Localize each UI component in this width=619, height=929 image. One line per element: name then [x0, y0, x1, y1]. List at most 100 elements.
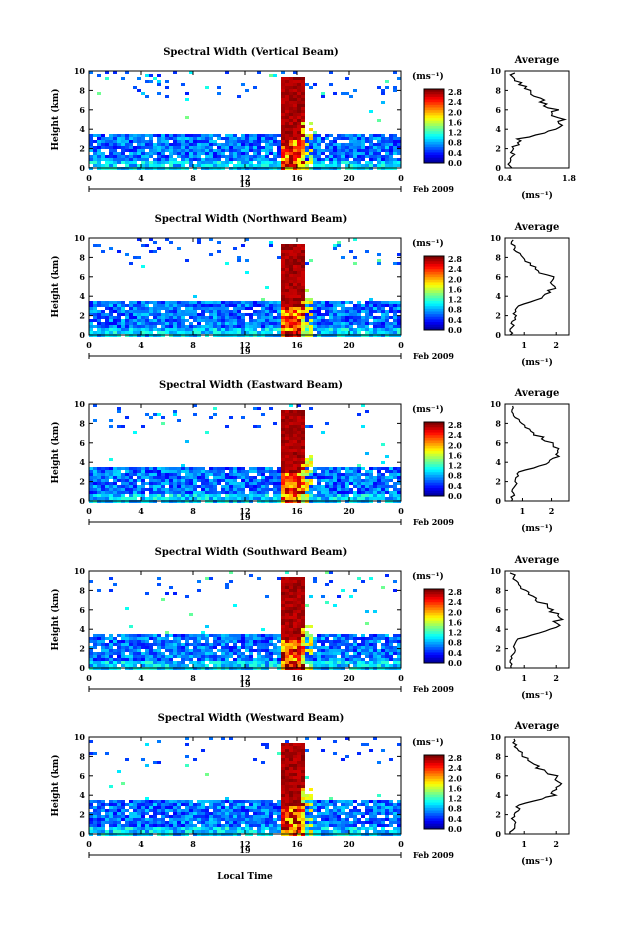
heatmap-cell	[241, 146, 245, 149]
heatmap-cell	[133, 325, 137, 328]
colorbar-cell	[424, 152, 444, 156]
heatmap-cell	[117, 158, 121, 161]
heatmap-cell	[257, 313, 261, 316]
heatmap-cell	[229, 485, 233, 488]
heatmap-cell	[257, 643, 261, 646]
heatmap-cell	[97, 473, 101, 476]
heatmap-cell	[189, 146, 193, 149]
heatmap-cell	[261, 634, 265, 637]
heatmap-cell	[141, 158, 145, 161]
heatmap-cell	[197, 140, 201, 143]
heatmap-cell	[173, 322, 177, 325]
heatmap-cell	[293, 577, 297, 580]
heatmap-cell	[101, 476, 105, 479]
heatmap-cell	[141, 637, 145, 640]
heatmap-cell	[293, 580, 297, 583]
heatmap-cell	[217, 470, 221, 473]
heatmap-cell	[93, 404, 97, 407]
heatmap-cell	[157, 634, 161, 637]
heatmap-cell	[169, 241, 173, 244]
colorbar-cell	[424, 282, 444, 286]
heatmap-cell	[133, 488, 137, 491]
heatmap-cell	[149, 821, 153, 824]
heatmap-cell	[205, 316, 209, 319]
colorbar-cell	[424, 466, 444, 471]
heatmap-cell	[285, 628, 289, 631]
heatmap-cell	[377, 482, 381, 485]
colorbar-cell	[424, 437, 444, 441]
heatmap-cell	[109, 800, 113, 803]
heatmap-cell	[113, 137, 117, 140]
heatmap-cell	[205, 809, 209, 812]
heatmap-cell	[293, 298, 297, 301]
heatmap-cell	[277, 485, 281, 488]
heatmap-cell	[93, 470, 97, 473]
heatmap-cell	[325, 571, 329, 574]
heatmap-cell	[157, 803, 161, 806]
y-tick-label: 2	[79, 311, 85, 321]
heatmap-cell	[353, 482, 357, 485]
heatmap-cell	[265, 146, 269, 149]
heatmap-cell	[297, 146, 301, 149]
date-label: Feb 2009	[413, 351, 454, 361]
heatmap-cell	[253, 661, 257, 664]
heatmap-cell	[397, 322, 401, 325]
heatmap-cell	[293, 122, 297, 125]
average-x-label: (ms⁻¹)	[521, 357, 553, 368]
heatmap-cell	[225, 479, 229, 482]
heatmap-cell	[165, 155, 169, 158]
heatmap-cell	[297, 247, 301, 250]
heatmap-cell	[141, 800, 145, 803]
heatmap-cell	[121, 649, 125, 652]
heatmap-cell	[109, 325, 113, 328]
heatmap-cell	[213, 485, 217, 488]
heatmap-cell	[301, 601, 305, 604]
heatmap-cell	[313, 143, 317, 146]
heatmap-cell	[385, 497, 389, 500]
heatmap-cell	[129, 649, 133, 652]
heatmap-cell	[293, 485, 297, 488]
heatmap-cell	[281, 497, 285, 500]
heatmap-cell	[217, 331, 221, 334]
heatmap-cell	[113, 467, 117, 470]
heatmap-cell	[301, 289, 305, 292]
heatmap-cell	[129, 827, 133, 830]
heatmap-cell	[281, 628, 285, 631]
heatmap-cell	[157, 149, 161, 152]
heatmap-cell	[93, 812, 97, 815]
colorbar-cell	[424, 435, 444, 439]
heatmap-cell	[209, 134, 213, 137]
colorbar-cell	[424, 623, 444, 627]
heatmap-cell	[357, 134, 361, 137]
heatmap-cell	[173, 307, 177, 310]
heatmap-cell	[205, 482, 209, 485]
heatmap-cell	[157, 140, 161, 143]
colorbar-label: (ms⁻¹)	[412, 71, 444, 82]
heatmap-cell	[397, 658, 401, 661]
heatmap-cell	[197, 161, 201, 164]
heatmap-cell	[125, 164, 129, 167]
heatmap-cell	[309, 488, 313, 491]
heatmap-cell	[289, 161, 293, 164]
heatmap-cell	[133, 158, 137, 161]
heatmap-cell	[129, 310, 133, 313]
heatmap-cell	[205, 86, 209, 89]
heatmap-cell	[117, 325, 121, 328]
heatmap-cell	[277, 325, 281, 328]
heatmap-cell	[161, 643, 165, 646]
heatmap-cell	[89, 325, 93, 328]
heatmap-cell	[361, 580, 365, 583]
heatmap-cell	[385, 643, 389, 646]
heatmap-cell	[385, 479, 389, 482]
heatmap-cell	[345, 664, 349, 667]
average-y-tick-label: 2	[495, 644, 501, 654]
heatmap-cell	[273, 658, 277, 661]
heatmap-cell	[293, 271, 297, 274]
heatmap-cell	[341, 634, 345, 637]
heatmap-cell	[137, 488, 141, 491]
heatmap-cell	[101, 815, 105, 818]
heatmap-cell	[381, 331, 385, 334]
heatmap-cell	[377, 479, 381, 482]
heatmap-cell	[93, 158, 97, 161]
heatmap-cell	[381, 313, 385, 316]
